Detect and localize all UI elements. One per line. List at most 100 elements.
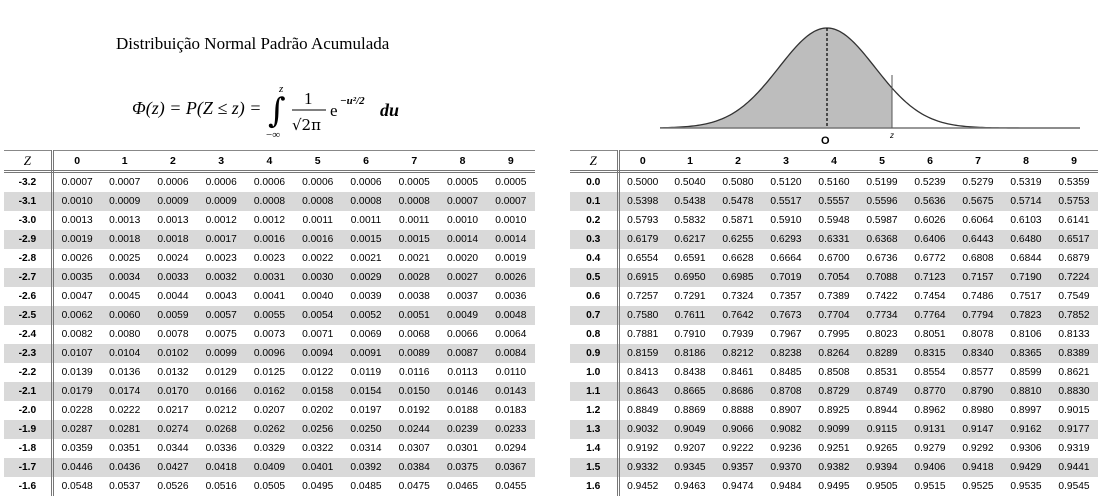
probability-cell: 0.0392 <box>341 458 391 477</box>
probability-cell: 0.0217 <box>148 401 198 420</box>
probability-cell: 0.0006 <box>148 171 198 192</box>
probability-cell: 0.5319 <box>1002 171 1050 192</box>
probability-cell: 0.7642 <box>714 306 762 325</box>
column-header: 5 <box>858 150 906 173</box>
probability-cell: 0.5398 <box>618 192 666 211</box>
probability-cell: 0.6950 <box>666 268 714 287</box>
probability-cell: 0.9207 <box>666 439 714 458</box>
probability-cell: 0.8749 <box>858 382 906 401</box>
probability-cell: 0.0021 <box>341 249 391 268</box>
probability-cell: 0.8365 <box>1002 344 1050 363</box>
probability-cell: 0.0064 <box>486 325 535 344</box>
probability-cell: 0.0011 <box>293 211 342 230</box>
probability-cell: 0.9406 <box>906 458 954 477</box>
probability-cell: 0.0025 <box>100 249 149 268</box>
z-value-cell: -2.9 <box>4 230 54 249</box>
probability-cell: 0.0005 <box>486 171 535 192</box>
table-row: 1.6 0.9452 0.9463 0.9474 0.9484 0.9495 0.9505 0… <box>570 477 1098 496</box>
probability-cell: 0.0239 <box>438 420 487 439</box>
probability-cell: 0.8686 <box>714 382 762 401</box>
probability-cell: 0.8438 <box>666 363 714 382</box>
probability-cell: 0.0033 <box>148 268 198 287</box>
probability-cell: 0.0344 <box>148 439 198 458</box>
probability-cell: 0.8830 <box>1050 382 1098 401</box>
z-value-cell: 0.9 <box>570 344 620 363</box>
probability-cell: 0.0336 <box>197 439 246 458</box>
probability-cell: 0.8238 <box>762 344 810 363</box>
probability-cell: 0.8643 <box>618 382 666 401</box>
probability-cell: 0.0080 <box>100 325 149 344</box>
z-value-cell: 0.7 <box>570 306 620 325</box>
table-row: 0.4 0.6554 0.6591 0.6628 0.6664 0.6700 0.6736 0… <box>570 249 1098 268</box>
table-row: -3.1 0.0010 0.0009 0.0009 0.0009 0.0008 0.0008… <box>4 192 535 211</box>
probability-cell: 0.0066 <box>438 325 487 344</box>
probability-cell: 0.0250 <box>341 420 391 439</box>
probability-cell: 0.9099 <box>810 420 858 439</box>
probability-cell: 0.0179 <box>52 382 101 401</box>
probability-cell: 0.0174 <box>100 382 149 401</box>
probability-cell: 0.7224 <box>1050 268 1098 287</box>
probability-cell: 0.0113 <box>438 363 487 382</box>
table-row: -1.6 0.0548 0.0537 0.0526 0.0516 0.0505 0.0495… <box>4 477 535 496</box>
probability-cell: 0.0041 <box>245 287 294 306</box>
column-header: 9 <box>1050 150 1098 173</box>
probability-cell: 0.9545 <box>1050 477 1098 496</box>
probability-cell: 0.0007 <box>100 171 149 192</box>
probability-cell: 0.9049 <box>666 420 714 439</box>
probability-cell: 0.8599 <box>1002 363 1050 382</box>
probability-cell: 0.0012 <box>197 211 246 230</box>
probability-cell: 0.0010 <box>438 211 487 230</box>
table-row: -1.8 0.0359 0.0351 0.0344 0.0336 0.0329 0.0322… <box>4 439 535 458</box>
probability-cell: 0.0010 <box>486 211 535 230</box>
table-row: -2.9 0.0019 0.0018 0.0018 0.0017 0.0016 0.0016… <box>4 230 535 249</box>
probability-cell: 0.0007 <box>52 171 101 192</box>
probability-cell: 0.5987 <box>858 211 906 230</box>
table-row: -2.6 0.0047 0.0045 0.0044 0.0043 0.0041 0.0040… <box>4 287 535 306</box>
z-value-cell: 0.8 <box>570 325 620 344</box>
probability-cell: 0.9525 <box>954 477 1002 496</box>
probability-cell: 0.7157 <box>954 268 1002 287</box>
z-value-cell: 1.5 <box>570 458 620 477</box>
probability-cell: 0.9535 <box>1002 477 1050 496</box>
table-row: -2.1 0.0179 0.0174 0.0170 0.0166 0.0162 0.0158… <box>4 382 535 401</box>
probability-cell: 0.0446 <box>52 458 101 477</box>
probability-cell: 0.9032 <box>618 420 666 439</box>
probability-cell: 0.5871 <box>714 211 762 230</box>
probability-cell: 0.8790 <box>954 382 1002 401</box>
z-value-cell: -1.8 <box>4 439 54 458</box>
probability-cell: 0.0059 <box>148 306 198 325</box>
probability-cell: 0.0143 <box>486 382 535 401</box>
probability-cell: 0.6255 <box>714 230 762 249</box>
probability-cell: 0.9162 <box>1002 420 1050 439</box>
probability-cell: 0.0146 <box>438 382 487 401</box>
probability-cell: 0.0401 <box>293 458 342 477</box>
probability-cell: 0.8708 <box>762 382 810 401</box>
probability-cell: 0.0119 <box>341 363 391 382</box>
column-header: 1 <box>666 150 714 173</box>
probability-cell: 0.0014 <box>438 230 487 249</box>
exp-exponent: −u²/2 <box>340 95 365 107</box>
probability-cell: 0.8770 <box>906 382 954 401</box>
z-value-cell: 1.3 <box>570 420 620 439</box>
probability-cell: 0.7549 <box>1050 287 1098 306</box>
probability-cell: 0.6772 <box>906 249 954 268</box>
probability-cell: 0.5438 <box>666 192 714 211</box>
probability-cell: 0.0044 <box>148 287 198 306</box>
probability-cell: 0.0055 <box>245 306 294 325</box>
probability-cell: 0.0233 <box>486 420 535 439</box>
table-row: -2.7 0.0035 0.0034 0.0033 0.0032 0.0031 0.0030… <box>4 268 535 287</box>
probability-cell: 0.0006 <box>341 171 391 192</box>
probability-cell: 0.8810 <box>1002 382 1050 401</box>
probability-cell: 0.6628 <box>714 249 762 268</box>
probability-cell: 0.0307 <box>390 439 439 458</box>
table-row: -3.0 0.0013 0.0013 0.0013 0.0012 0.0012 0.0011… <box>4 211 535 230</box>
table-row: -2.8 0.0026 0.0025 0.0024 0.0023 0.0023 0.0022… <box>4 249 535 268</box>
probability-cell: 0.0029 <box>341 268 391 287</box>
probability-cell: 0.0212 <box>197 401 246 420</box>
column-header: 8 <box>438 150 487 173</box>
probability-cell: 0.0054 <box>293 306 342 325</box>
z-value-cell: 0.0 <box>570 171 620 192</box>
probability-cell: 0.8888 <box>714 401 762 420</box>
probability-cell: 0.7357 <box>762 287 810 306</box>
probability-cell: 0.0122 <box>293 363 342 382</box>
